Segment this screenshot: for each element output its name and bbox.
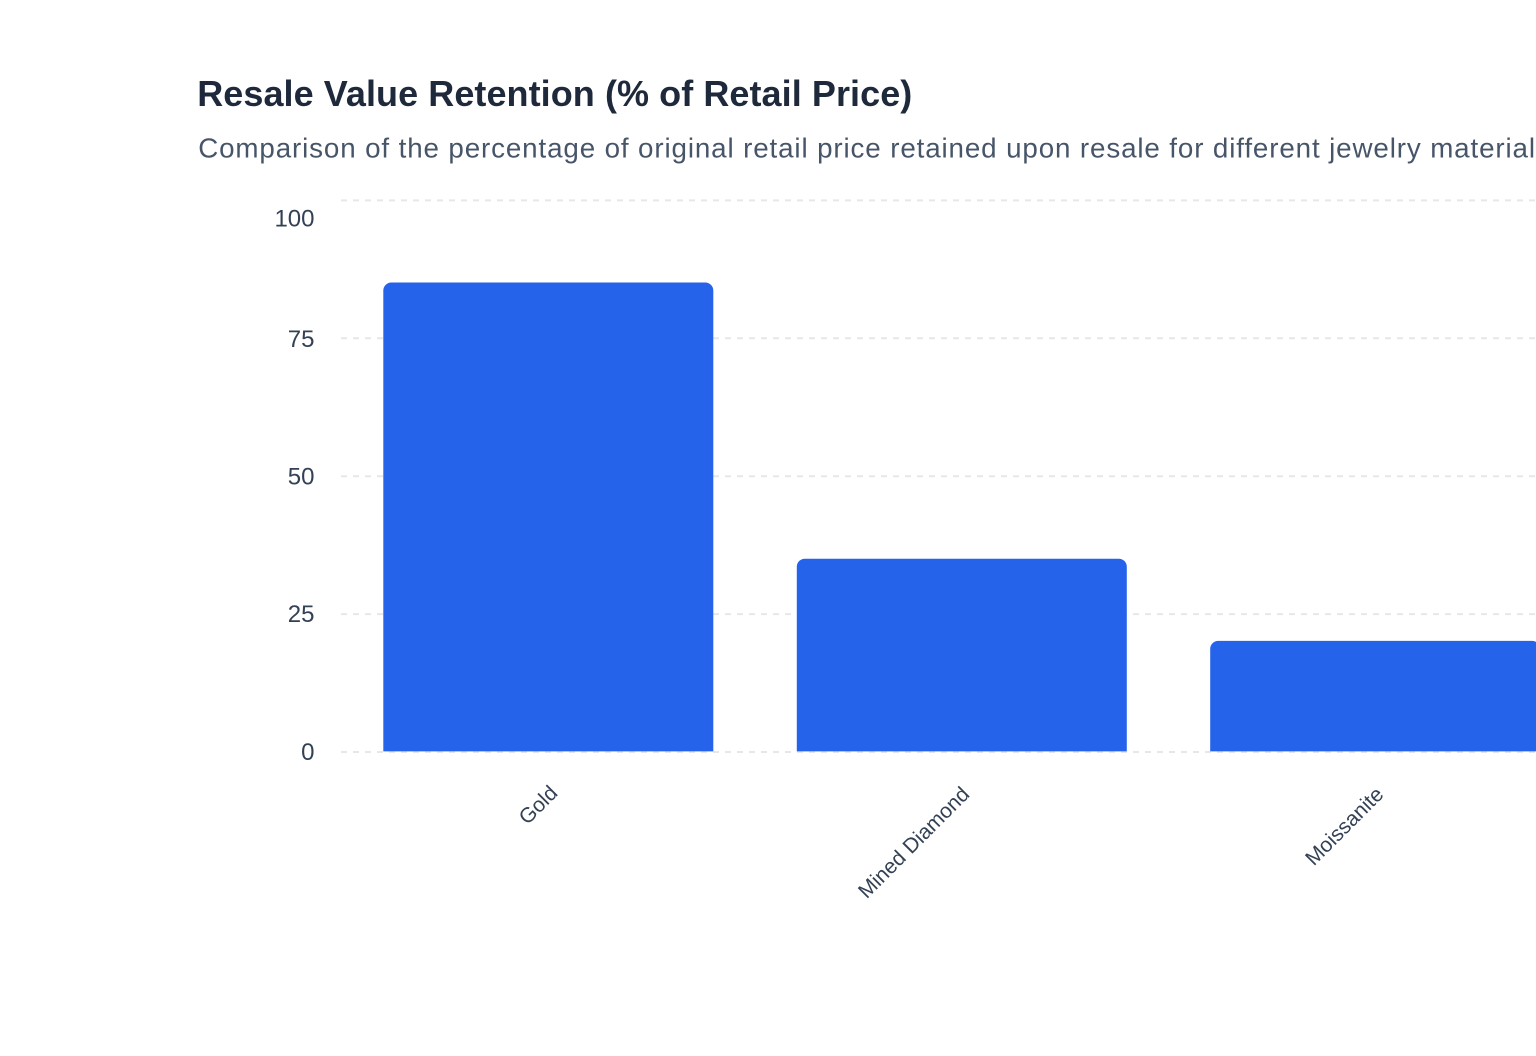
svg-text:75: 75	[288, 326, 315, 353]
svg-text:100: 100	[274, 205, 314, 232]
svg-text:Moissanite: Moissanite	[1301, 783, 1388, 870]
svg-text:0: 0	[301, 739, 314, 766]
svg-text:Mined Diamond: Mined Diamond	[854, 783, 974, 903]
svg-text:Resale Value Retention (% of R: Resale Value Retention (% of Retail Pric…	[197, 73, 912, 114]
svg-text:Gold: Gold	[515, 782, 563, 830]
svg-text:Comparison of the percentage o: Comparison of the percentage of original…	[198, 132, 1536, 163]
svg-text:50: 50	[288, 464, 315, 491]
svg-text:25: 25	[288, 601, 315, 628]
